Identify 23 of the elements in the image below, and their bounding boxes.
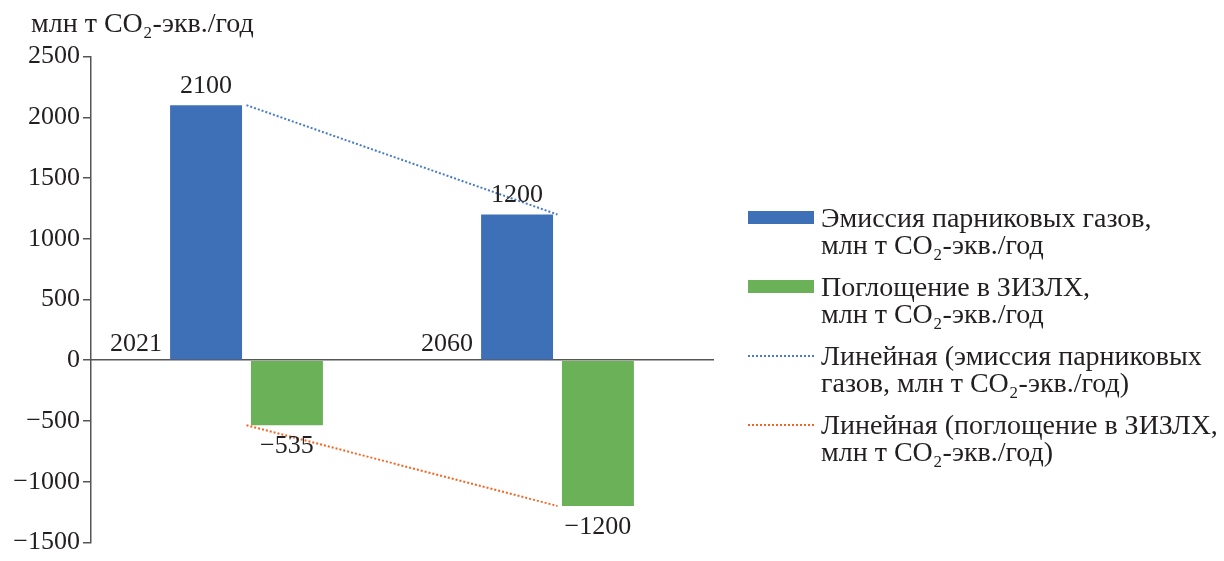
data-label: −1200	[564, 510, 632, 540]
y-tick-label: 1000	[28, 222, 80, 252]
y-tick-label: −500	[26, 404, 80, 434]
legend-label: Линейная (поглощение в ЗИЗЛХ, млн т CO₂-экв./год)	[821, 409, 1219, 467]
y-tick-label: −1500	[13, 526, 80, 556]
y-tick-label: 2000	[28, 101, 80, 131]
bar	[170, 105, 243, 360]
bar	[250, 360, 323, 426]
data-label: −535	[260, 430, 314, 460]
y-tick-label: 0	[67, 344, 80, 374]
y-tick-label: 1500	[28, 161, 80, 191]
y-axis-title: млн т CO₂-экв./год	[31, 7, 254, 38]
x-tick-label: 2021	[110, 328, 163, 358]
data-label: 1200	[491, 179, 544, 209]
legend-label: Поглощение в ЗИЗЛХ, млн т CO₂-экв./год	[821, 271, 1091, 329]
x-tick-label: 2060	[421, 328, 474, 358]
data-label: 2100	[180, 70, 233, 100]
y-tick-label: 2500	[28, 40, 80, 70]
legend-label: Эмиссия парниковых газов, млн т CO₂-экв./год	[821, 202, 1152, 260]
y-tick-label: −1000	[13, 465, 80, 495]
y-tick-label: 500	[41, 283, 80, 313]
bar	[561, 360, 634, 506]
legend-label: Линейная (эмиссия парниковых газов, млн т CO₂-экв./год)	[821, 340, 1203, 398]
